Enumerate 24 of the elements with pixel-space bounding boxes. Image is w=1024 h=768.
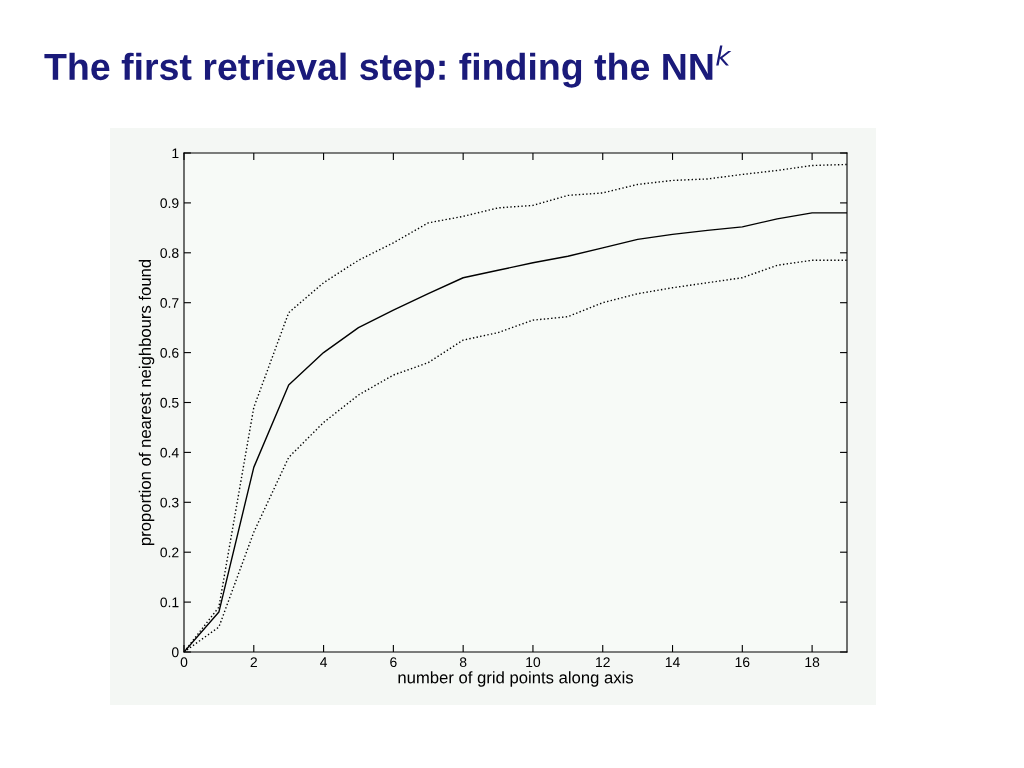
y-tick-label: 0.7 [160,298,179,308]
y-tick-label: 0.4 [160,447,179,458]
y-tick-label: 0 [171,647,179,658]
x-tick-label: 14 [665,657,680,667]
x-tick-label: 4 [320,657,328,667]
y-tick-label: 0.9 [160,198,179,209]
y-axis-title: proportion of nearest neighbours found [138,259,155,546]
x-tick-label: 6 [390,657,397,668]
y-tick-label: 0.2 [160,547,179,558]
y-tick-label: 0.1 [160,597,179,608]
x-tick-label: 10 [526,657,541,668]
x-tick-label: 8 [459,657,467,668]
x-tick-label: 2 [250,657,257,667]
y-tick-label: 0.8 [160,248,179,258]
x-axis-title: number of grid points along axis [398,671,634,687]
x-tick-label: 18 [805,657,820,668]
y-tick-label: 1 [172,148,179,159]
x-tick-label: 0 [180,657,188,668]
y-tick-label: 0.3 [160,497,179,508]
chart-title: The first retrieval step: finding the NN$^{k}$ [44,45,732,88]
y-tick-label: 0.6 [160,347,179,358]
x-tick-label: 12 [596,657,610,667]
y-tick-label: 0.5 [160,397,179,408]
x-tick-label: 16 [735,657,750,668]
